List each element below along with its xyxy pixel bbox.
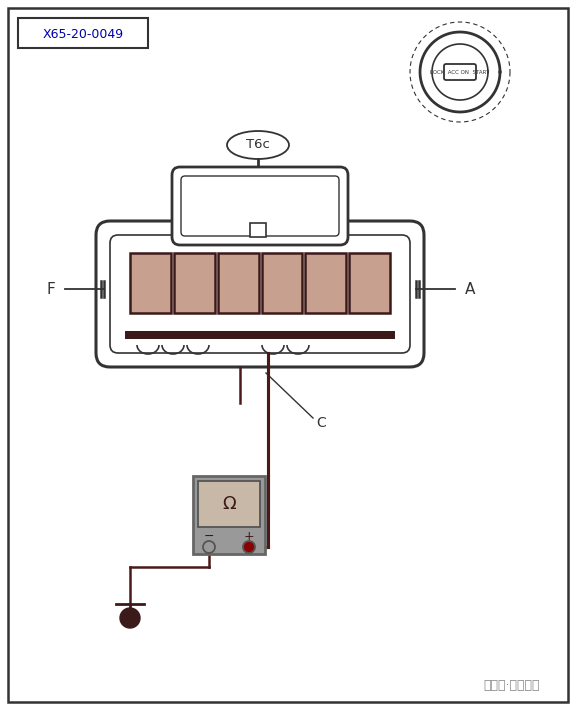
Bar xyxy=(18,18,148,48)
Ellipse shape xyxy=(227,131,289,159)
FancyBboxPatch shape xyxy=(198,481,260,527)
Circle shape xyxy=(243,541,255,553)
Bar xyxy=(125,331,395,339)
FancyBboxPatch shape xyxy=(130,253,171,313)
Text: Ω: Ω xyxy=(222,495,236,513)
FancyBboxPatch shape xyxy=(305,253,346,313)
Text: 中华网·汽车频道: 中华网·汽车频道 xyxy=(483,679,540,692)
FancyBboxPatch shape xyxy=(96,221,424,367)
FancyBboxPatch shape xyxy=(444,64,476,80)
Circle shape xyxy=(120,608,140,628)
FancyBboxPatch shape xyxy=(262,253,302,313)
FancyBboxPatch shape xyxy=(174,253,215,313)
Text: F: F xyxy=(46,281,55,297)
Bar xyxy=(250,223,266,237)
Text: LOCK  ACC ON  START: LOCK ACC ON START xyxy=(430,70,490,75)
FancyBboxPatch shape xyxy=(110,235,410,353)
Text: A: A xyxy=(465,281,475,297)
FancyBboxPatch shape xyxy=(349,253,390,313)
FancyBboxPatch shape xyxy=(218,253,259,313)
Text: T6c: T6c xyxy=(246,138,270,151)
FancyBboxPatch shape xyxy=(181,176,339,236)
Text: −: − xyxy=(204,530,214,542)
Text: X65-20-0049: X65-20-0049 xyxy=(43,28,124,40)
FancyBboxPatch shape xyxy=(193,476,265,554)
FancyBboxPatch shape xyxy=(172,167,348,245)
Text: C: C xyxy=(316,416,326,430)
Text: +: + xyxy=(244,530,255,542)
